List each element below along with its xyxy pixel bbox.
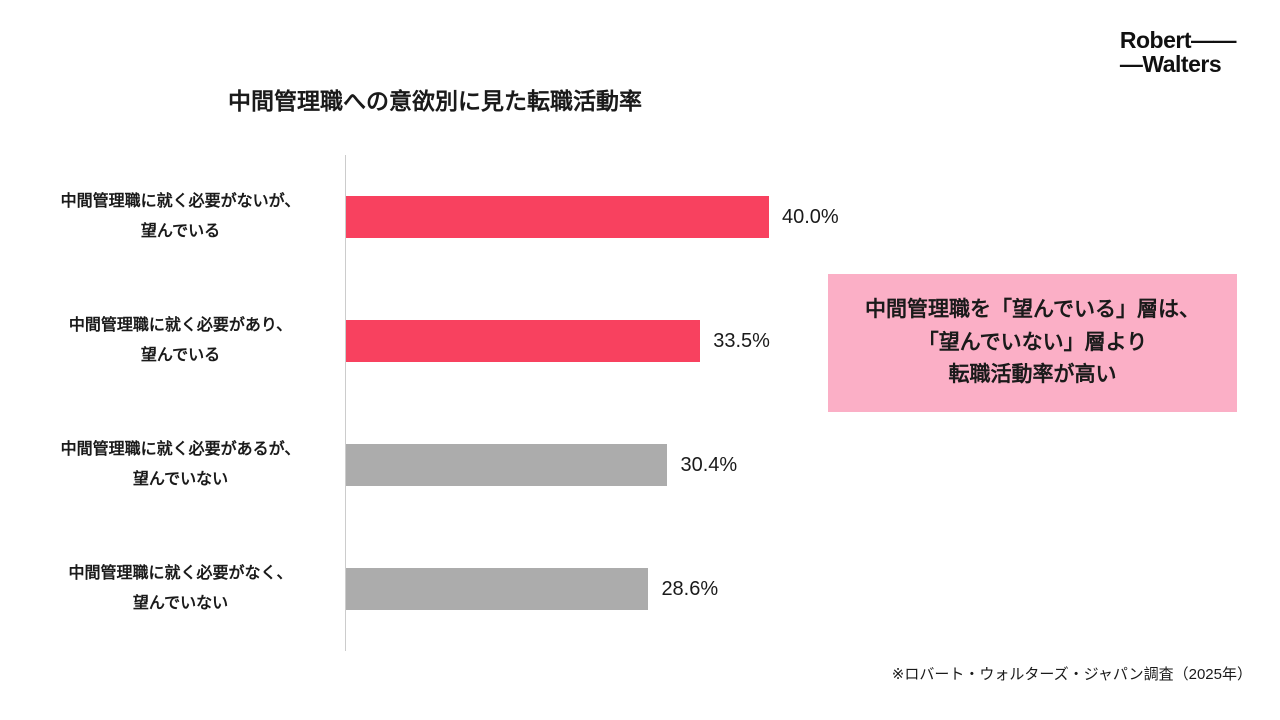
bar-plot-area: 33.5% xyxy=(345,279,1280,403)
bar-row: 中間管理職に就く必要があるが、 望んでいない 30.4% xyxy=(0,403,1280,527)
value-label: 33.5% xyxy=(713,329,770,352)
category-label: 中間管理職に就く必要があるが、 望んでいない xyxy=(60,440,301,488)
category-label: 中間管理職に就く必要があり、 望んでいる xyxy=(68,316,293,364)
logo-line-1: Robert—— xyxy=(1119,27,1237,53)
bar xyxy=(346,320,701,362)
bar-plot-area: 28.6% xyxy=(345,527,1280,651)
value-label: 28.6% xyxy=(661,577,719,600)
category-label: 中間管理職に就く必要がないが、 望んでいる xyxy=(60,192,301,240)
bar-plot-area: 30.4% xyxy=(345,403,1280,527)
bar-plot-area: 40.0% xyxy=(345,155,1280,279)
bar xyxy=(346,444,668,486)
robert-walters-logo: Robert—— —Walters xyxy=(1119,27,1237,78)
bar-row: 中間管理職に就く必要があり、 望んでいる 33.5% xyxy=(0,279,1280,403)
annotation-box: 中間管理職を「望んでいる」層は、 「望んでいない」層より 転職活動率が高い xyxy=(828,274,1237,412)
bar-chart: 中間管理職に就く必要がないが、 望んでいる 40.0% 中間管理職に就く必要があり、… xyxy=(0,155,1280,651)
bar-row: 中間管理職に就く必要がないが、 望んでいる 40.0% xyxy=(0,155,1280,279)
value-label: 30.4% xyxy=(680,453,738,476)
category-label: 中間管理職に就く必要がなく、 望んでいない xyxy=(68,564,293,612)
bar xyxy=(346,568,649,610)
bar xyxy=(346,196,769,238)
page-title: 中間管理職への意欲別に見た転職活動率 xyxy=(228,88,642,114)
value-label: 40.0% xyxy=(782,205,839,228)
source-footnote: ※ロバート・ウォルターズ・ジャパン調査（2025年） xyxy=(891,666,1252,683)
bar-rows: 中間管理職に就く必要がないが、 望んでいる 40.0% 中間管理職に就く必要があり、… xyxy=(0,155,1280,651)
logo-line-2: —Walters xyxy=(1119,51,1222,78)
bar-row: 中間管理職に就く必要がなく、 望んでいない 28.6% xyxy=(0,527,1280,651)
